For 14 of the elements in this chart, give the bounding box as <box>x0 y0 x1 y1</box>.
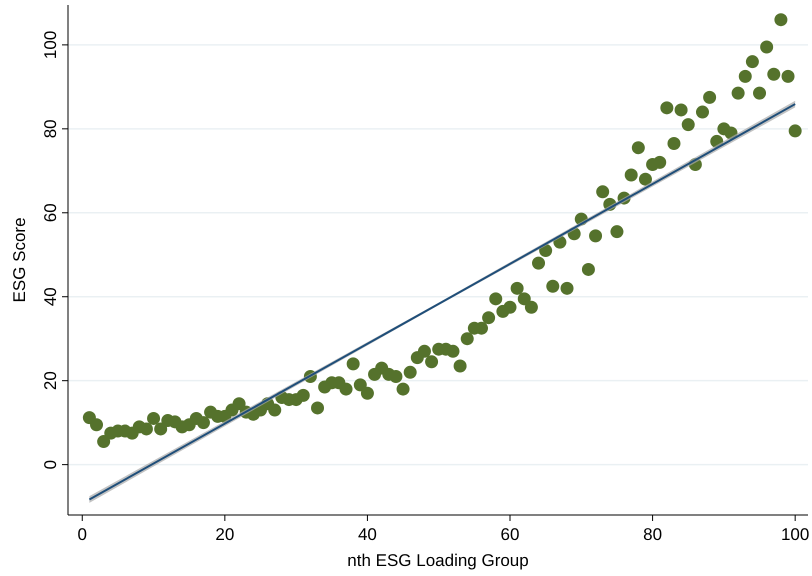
x-tick-label: 100 <box>780 525 810 544</box>
x-tick-label: 80 <box>643 525 662 544</box>
y-tick-label: 40 <box>41 287 60 306</box>
y-tick-label: 0 <box>41 460 60 470</box>
x-tick-label: 0 <box>78 525 87 544</box>
y-tick-label: 60 <box>41 203 60 222</box>
x-tick-label: 20 <box>215 525 234 544</box>
x-tick-label: 60 <box>500 525 520 544</box>
y-tick-label: 20 <box>41 371 60 390</box>
y-tick-label: 80 <box>41 119 60 138</box>
x-tick-label: 40 <box>358 525 377 544</box>
x-axis-title: nth ESG Loading Group <box>347 551 529 570</box>
y-axis-title: ESG Score <box>10 217 29 303</box>
y-tick-label: 100 <box>41 30 60 60</box>
